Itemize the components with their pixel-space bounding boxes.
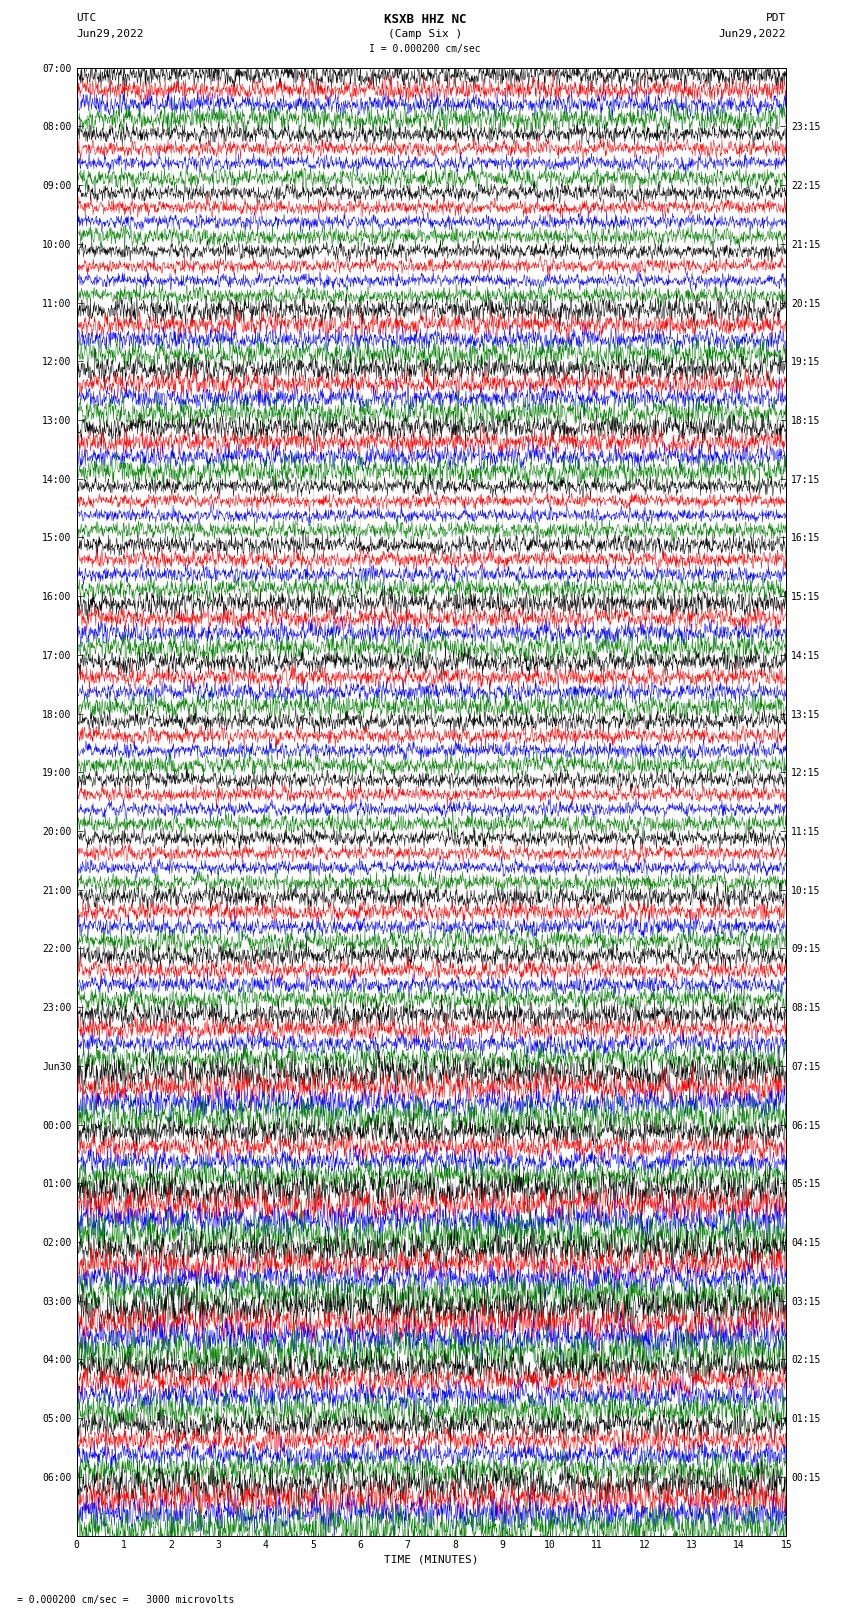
Text: Jun29,2022: Jun29,2022 (719, 29, 786, 39)
Text: KSXB HHZ NC: KSXB HHZ NC (383, 13, 467, 26)
Text: PDT: PDT (766, 13, 786, 23)
X-axis label: TIME (MINUTES): TIME (MINUTES) (384, 1555, 479, 1565)
Text: Jun29,2022: Jun29,2022 (76, 29, 144, 39)
Text: I = 0.000200 cm/sec: I = 0.000200 cm/sec (369, 44, 481, 53)
Text: UTC: UTC (76, 13, 97, 23)
Text: (Camp Six ): (Camp Six ) (388, 29, 462, 39)
Text: = 0.000200 cm/sec =   3000 microvolts: = 0.000200 cm/sec = 3000 microvolts (17, 1595, 235, 1605)
